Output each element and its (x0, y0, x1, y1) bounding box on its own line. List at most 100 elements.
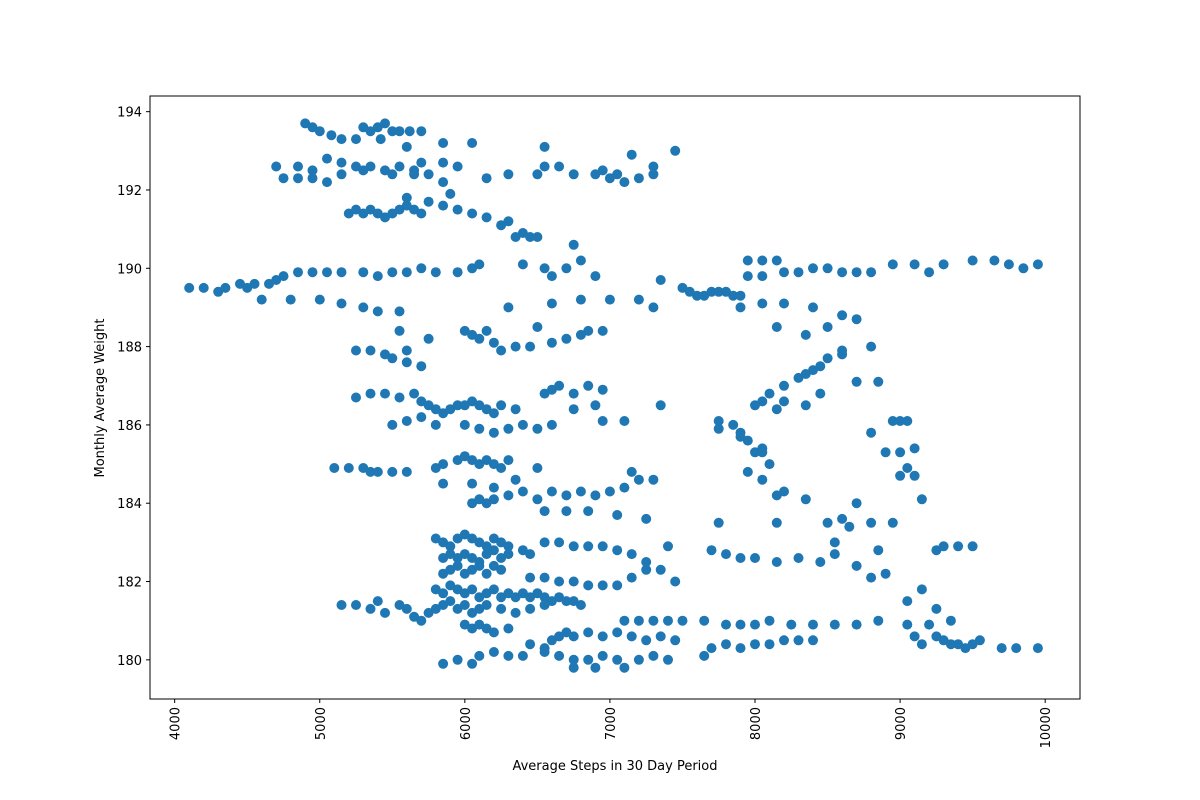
data-point (771, 404, 782, 415)
y-tick-label: 190 (117, 262, 142, 277)
data-point (967, 541, 978, 552)
data-point (365, 345, 376, 356)
data-point (496, 564, 507, 575)
data-point (764, 388, 775, 399)
data-point (779, 380, 789, 391)
data-point (895, 447, 906, 458)
data-point (372, 466, 383, 477)
data-point (822, 263, 833, 274)
data-point (474, 619, 485, 630)
data-point (604, 486, 615, 497)
data-point (510, 341, 521, 352)
data-point (561, 506, 572, 517)
data-point (916, 639, 927, 650)
data-point (416, 412, 427, 423)
data-point (633, 654, 644, 665)
data-point (430, 267, 441, 278)
data-point (517, 419, 528, 430)
data-point (779, 267, 789, 278)
data-point (372, 306, 383, 317)
data-point (757, 447, 768, 458)
data-point (372, 596, 383, 607)
data-point (771, 255, 782, 266)
data-point (430, 419, 441, 430)
data-point (401, 200, 412, 211)
data-point (496, 400, 507, 411)
data-point (488, 647, 499, 657)
data-point (612, 580, 623, 591)
data-point (430, 603, 441, 614)
data-point (459, 588, 470, 599)
data-point (365, 466, 376, 477)
data-point (633, 294, 644, 305)
data-point (416, 126, 427, 137)
data-point (351, 345, 361, 356)
data-point (953, 639, 964, 650)
data-point (793, 267, 804, 278)
data-point (452, 161, 463, 172)
data-point (394, 204, 405, 215)
data-point (293, 161, 303, 172)
data-point (771, 490, 782, 501)
data-point (866, 341, 877, 352)
data-point (481, 600, 492, 610)
points-layer (184, 118, 1043, 673)
data-point (423, 169, 434, 180)
data-point (554, 631, 565, 642)
data-point (575, 486, 586, 497)
data-point (329, 463, 340, 473)
data-point (517, 259, 528, 270)
data-point (887, 259, 898, 270)
data-point (293, 173, 303, 184)
data-point (873, 545, 884, 556)
data-point (568, 631, 579, 642)
data-point (343, 463, 354, 473)
data-point (800, 329, 811, 340)
data-point (568, 654, 579, 665)
data-point (326, 130, 337, 141)
data-point (510, 474, 521, 485)
data-point (699, 615, 710, 626)
data-point (488, 627, 499, 638)
data-point (452, 267, 463, 278)
data-point (735, 290, 746, 301)
data-point (503, 490, 514, 501)
data-point (510, 232, 521, 242)
data-point (909, 259, 920, 270)
data-point (742, 271, 753, 282)
data-point (525, 592, 536, 603)
data-point (503, 549, 514, 560)
data-point (438, 138, 449, 148)
data-point (909, 631, 920, 642)
data-point (575, 600, 586, 610)
data-point (409, 169, 420, 180)
data-point (590, 169, 601, 180)
data-point (866, 267, 877, 278)
plot-frame (149, 95, 1081, 700)
data-point (561, 263, 572, 274)
data-point (612, 654, 623, 665)
data-point (271, 161, 282, 172)
y-tick-label: 184 (117, 497, 142, 512)
data-point (822, 353, 833, 364)
data-point (467, 208, 478, 219)
data-point (445, 541, 456, 552)
data-point (525, 572, 536, 583)
data-point (583, 580, 594, 591)
y-tick-label: 194 (117, 106, 142, 121)
data-point (619, 482, 630, 493)
data-point (510, 592, 521, 603)
data-point (815, 388, 826, 399)
data-point (532, 232, 543, 242)
data-point (387, 169, 398, 180)
data-point (459, 419, 470, 430)
data-point (779, 298, 789, 309)
data-point (351, 134, 361, 145)
data-point (873, 615, 884, 626)
data-point (554, 161, 565, 172)
data-point (452, 204, 463, 215)
data-point (474, 650, 485, 661)
data-point (583, 654, 594, 665)
data-point (1011, 643, 1022, 654)
